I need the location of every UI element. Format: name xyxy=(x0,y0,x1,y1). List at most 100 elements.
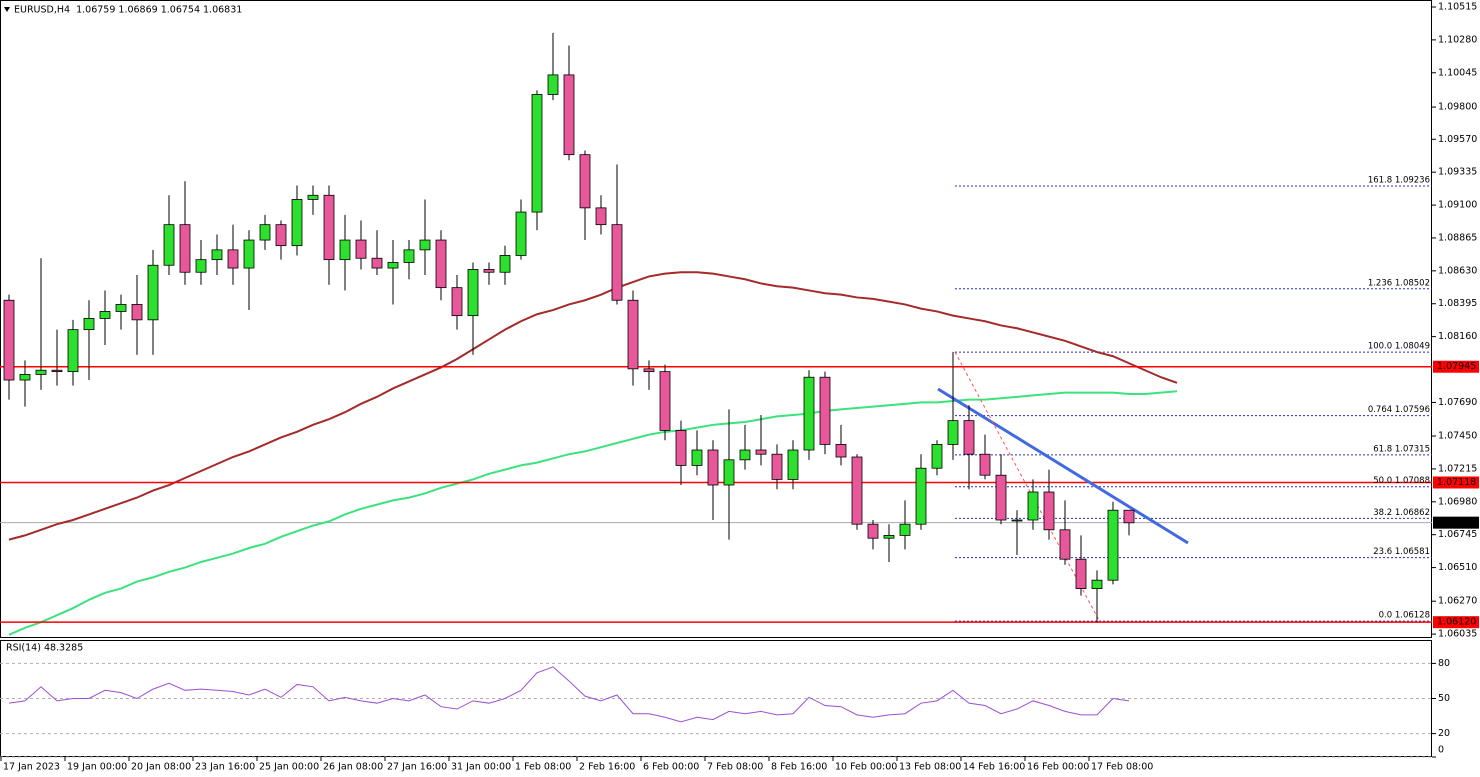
candle-body xyxy=(659,371,671,431)
candle-body xyxy=(563,74,575,156)
candle-body xyxy=(1091,579,1103,589)
x-tick-label: 19 Jan 00:00 xyxy=(67,762,127,773)
y-tick-label: 1.06510 xyxy=(1438,562,1477,573)
fib-label: 100.0 1.08049 xyxy=(1368,342,1430,352)
candle-body xyxy=(323,194,335,261)
candle-body xyxy=(451,287,463,317)
moving-average xyxy=(8,271,1178,541)
y-tick-label: 1.10515 xyxy=(1438,1,1477,12)
candle-body xyxy=(723,459,735,486)
candle-body xyxy=(339,239,351,261)
y-tick-label: 1.06745 xyxy=(1438,529,1477,540)
chart-title: EURUSD,H4 1.06759 1.06869 1.06754 1.0683… xyxy=(14,5,242,16)
candle-body xyxy=(515,211,527,256)
candle-body xyxy=(915,467,927,525)
candle-body xyxy=(1059,529,1071,560)
x-tick-label: 7 Feb 08:00 xyxy=(707,762,763,773)
level-price-label: 1.07945 xyxy=(1437,361,1476,372)
rsi-tick-label: 50 xyxy=(1438,693,1450,704)
last-price-label: 1.06831 xyxy=(1437,517,1476,528)
candle-body xyxy=(835,444,847,458)
y-tick-label: 1.06035 xyxy=(1438,629,1477,640)
candle-body xyxy=(19,374,31,381)
x-tick-label: 2 Feb 16:00 xyxy=(579,762,635,773)
candle-body xyxy=(259,224,271,241)
candle-body xyxy=(931,444,943,469)
fib-label: 1.236 1.08502 xyxy=(1368,278,1430,288)
rsi-title: RSI(14) 48.3285 xyxy=(6,643,83,654)
y-tick-label: 1.06270 xyxy=(1438,596,1477,607)
y-tick-label: 1.09800 xyxy=(1438,102,1477,113)
x-tick-label: 1 Feb 08:00 xyxy=(515,762,571,773)
candle-body xyxy=(851,456,863,525)
candle-body xyxy=(611,224,623,301)
candle-body xyxy=(979,453,991,476)
candle-body xyxy=(115,304,127,312)
level-price-box xyxy=(1433,476,1479,489)
candle-body xyxy=(467,269,479,317)
candle-body xyxy=(35,369,47,375)
fib-label: 50.0 1.07088 xyxy=(1373,476,1430,486)
x-tick-label: 31 Jan 00:00 xyxy=(451,762,511,773)
candle-body xyxy=(755,449,767,455)
level-price-label: 1.06120 xyxy=(1437,617,1476,628)
candle-body xyxy=(403,249,415,263)
candle-body xyxy=(1043,491,1055,531)
candle-body xyxy=(883,534,895,539)
candle-body xyxy=(1107,509,1119,581)
fib-label: 0.0 1.06128 xyxy=(1379,611,1430,621)
y-tick-label: 1.07690 xyxy=(1438,397,1477,408)
candle-body xyxy=(387,262,399,269)
candle-body xyxy=(83,318,95,331)
candle-body xyxy=(803,376,815,451)
x-tick-label: 17 Jan 2023 xyxy=(3,762,60,773)
candle-body xyxy=(131,304,143,321)
x-tick-label: 6 Feb 00:00 xyxy=(643,762,699,773)
candle-body xyxy=(643,368,655,373)
candle-body xyxy=(1011,519,1023,522)
candle-body xyxy=(499,255,511,273)
fib-label: 61.8 1.07315 xyxy=(1373,444,1430,454)
candle-body xyxy=(371,257,383,269)
candle-body xyxy=(483,269,495,273)
last-price-box xyxy=(1433,516,1479,529)
candle-body xyxy=(627,299,639,370)
candle-body xyxy=(3,299,15,381)
candle-body xyxy=(355,239,367,259)
price-panel xyxy=(0,0,1432,638)
y-tick-label: 1.09570 xyxy=(1438,134,1477,145)
fib-label: 23.6 1.06581 xyxy=(1373,547,1430,557)
candle-body xyxy=(1123,509,1135,524)
candle-body xyxy=(739,449,751,461)
candle-body xyxy=(419,239,431,251)
y-tick-label: 1.06980 xyxy=(1438,496,1477,507)
candle-body xyxy=(579,154,591,209)
candle-body xyxy=(99,311,111,319)
fib-label: 38.2 1.06862 xyxy=(1373,508,1430,518)
candle-body xyxy=(195,259,207,273)
x-tick-label: 13 Feb 08:00 xyxy=(899,762,961,773)
candle-body xyxy=(147,264,159,321)
fib-label: 161.8 1.09236 xyxy=(1368,176,1430,186)
moving-average xyxy=(8,390,1178,636)
y-tick-label: 1.07215 xyxy=(1438,463,1477,474)
candle-body xyxy=(771,453,783,480)
candle-body xyxy=(307,194,319,200)
candle-body xyxy=(435,239,447,289)
candle-body xyxy=(691,449,703,466)
y-tick-label: 1.08395 xyxy=(1438,298,1477,309)
candle-body xyxy=(675,430,687,466)
candle-body xyxy=(963,420,975,455)
candle-body xyxy=(227,249,239,269)
trend-line xyxy=(937,387,1189,545)
candle-body xyxy=(995,474,1007,521)
candle-body xyxy=(947,420,959,445)
y-tick-label: 1.10045 xyxy=(1438,67,1477,78)
candle-body xyxy=(787,449,799,480)
y-tick-label: 1.09335 xyxy=(1438,167,1477,178)
candle-body xyxy=(275,224,287,247)
candle-body xyxy=(819,376,831,445)
candle-body xyxy=(531,94,543,213)
